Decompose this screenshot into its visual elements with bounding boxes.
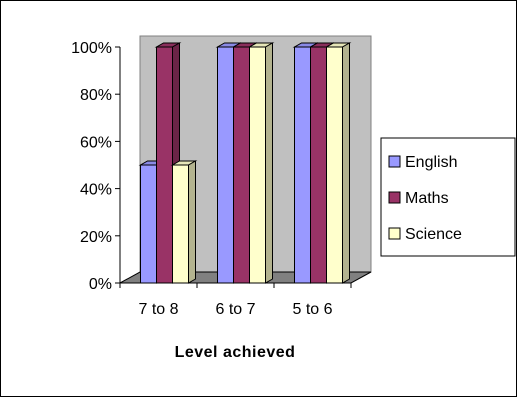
- legend-label: Science: [405, 226, 462, 243]
- legend-label: English: [405, 154, 457, 171]
- y-tick-label: 100%: [71, 40, 112, 57]
- bar-side: [342, 42, 350, 284]
- legend: English Maths Science: [380, 137, 516, 257]
- bar-front: [217, 46, 234, 284]
- y-tick-label: 60%: [80, 134, 112, 151]
- legend-swatch: [388, 155, 401, 168]
- y-tick-label: 20%: [80, 229, 112, 246]
- legend-swatch: [388, 227, 401, 240]
- x-axis-tick-labels: 7 to 8 6 to 7 5 to 6: [119, 283, 352, 318]
- bar-side: [188, 160, 196, 284]
- bar-front: [156, 46, 173, 284]
- y-tick-label: 40%: [80, 182, 112, 199]
- y-tick-label: 80%: [80, 87, 112, 104]
- bar: [324, 42, 352, 284]
- x-tick-label: 5 to 6: [292, 301, 332, 318]
- legend-label: Maths: [405, 190, 449, 207]
- bar-front: [326, 46, 343, 284]
- bar-side: [265, 42, 273, 284]
- bar-front: [172, 164, 189, 284]
- bar-front: [310, 46, 327, 284]
- bar-front: [140, 164, 157, 284]
- legend-items: English Maths Science: [388, 154, 462, 243]
- legend-box: [380, 137, 516, 257]
- x-tick-label: 7 to 8: [138, 301, 178, 318]
- bar: [247, 42, 275, 284]
- bar-front: [233, 46, 250, 284]
- y-axis-ticks: 0% 20% 40% 60% 80% 100%: [71, 40, 120, 293]
- x-axis-label: Level achieved: [175, 344, 296, 361]
- bar: [170, 160, 198, 284]
- legend-swatch: [388, 191, 401, 204]
- bar-front: [294, 46, 311, 284]
- bars-group: [138, 42, 352, 284]
- x-tick-label: 6 to 7: [215, 301, 255, 318]
- y-tick-label: 0%: [89, 276, 112, 293]
- bar-front: [249, 46, 266, 284]
